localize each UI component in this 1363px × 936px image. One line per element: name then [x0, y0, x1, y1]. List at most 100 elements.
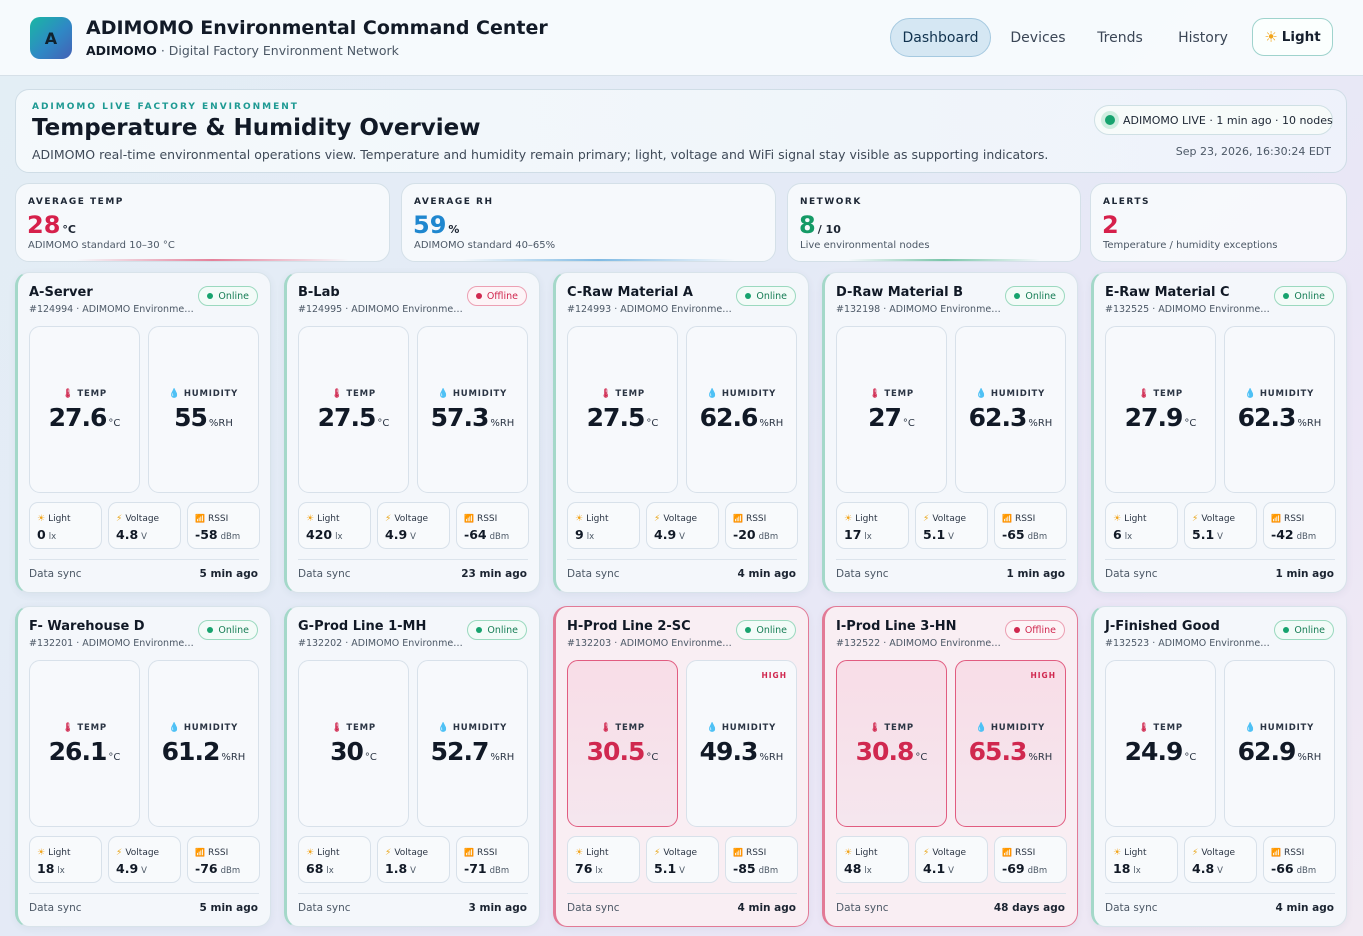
page-description: ADIMOMO real-time environmental operatio… — [32, 147, 1049, 162]
app-subtitle-text: · Digital Factory Environment Network — [156, 43, 399, 58]
device-id: #124993 · ADIMOMO Environmental Node — [567, 304, 732, 315]
bolt-icon: ⚡ — [1192, 848, 1199, 858]
voltage-number: 4.9 — [385, 527, 408, 542]
rssi-label-text: RSSI — [1283, 848, 1305, 858]
humidity-unit: %RH — [759, 418, 784, 429]
light-number: 76 — [575, 861, 593, 876]
device-id: #132201 · ADIMOMO Environmental Node — [29, 638, 194, 649]
divider — [1105, 893, 1335, 894]
brand-name: ADIMOMO — [86, 43, 157, 58]
humidity-value: 49.3 %RH — [687, 737, 796, 766]
nav-trends[interactable]: Trends — [1097, 29, 1143, 46]
light-value: 76 lx — [575, 861, 603, 876]
thermometer-icon: 🌡 — [1138, 723, 1151, 733]
humidity-label-text: HUMIDITY — [990, 389, 1046, 399]
divider — [836, 559, 1066, 560]
rssi-label: 📶 RSSI — [195, 848, 228, 858]
nav-devices[interactable]: Devices — [1010, 29, 1066, 46]
humidity-number: 52.7 — [430, 737, 490, 766]
temperature-value: 27.5 °C — [299, 403, 408, 432]
app-subtitle: ADIMOMO · Digital Factory Environment Ne… — [86, 43, 399, 58]
data-sync-label: Data sync — [567, 568, 620, 580]
voltage-number: 5.1 — [923, 527, 946, 542]
status-dot-icon — [476, 627, 483, 633]
voltage-label-text: Voltage — [932, 514, 967, 524]
light-unit: lx — [1133, 866, 1141, 876]
humidity-number: 65.3 — [968, 737, 1028, 766]
thermometer-icon: 🌡 — [600, 389, 613, 399]
rssi-label-text: RSSI — [476, 848, 498, 858]
humidity-label-text: HUMIDITY — [721, 723, 777, 733]
device-card[interactable]: D-Raw Material B #132198 · ADIMOMO Enviro… — [822, 272, 1078, 593]
device-card[interactable]: A-Server #124994 · ADIMOMO Environmental … — [15, 272, 271, 593]
stat-note: Live environmental nodes — [800, 240, 930, 251]
device-id: #124995 · ADIMOMO Environmental Node — [298, 304, 463, 315]
humidity-unit: %RH — [490, 418, 515, 429]
device-card[interactable]: J-Finished Good #132523 · ADIMOMO Environ… — [1091, 606, 1347, 927]
light-label-text: Light — [855, 848, 878, 858]
light-value: 0 lx — [37, 527, 56, 542]
humidity-label-text: HUMIDITY — [1259, 723, 1315, 733]
temperature-tile: 🌡 TEMP 30 °C — [298, 660, 409, 827]
rssi-number: -20 — [733, 527, 756, 542]
stat-note: ADIMOMO standard 40–65% — [414, 240, 556, 251]
device-id: #124994 · ADIMOMO Environmental Node — [29, 304, 194, 315]
light-value: 18 lx — [37, 861, 65, 876]
voltage-label: ⚡ Voltage — [1192, 514, 1235, 524]
bolt-icon: ⚡ — [923, 848, 930, 858]
nav-dashboard[interactable]: Dashboard — [890, 18, 991, 57]
humidity-number: 62.3 — [968, 403, 1028, 432]
stat-number: 28 — [27, 211, 61, 239]
temperature-unit: °C — [364, 752, 377, 763]
droplet-icon: 💧 — [975, 389, 988, 399]
device-id: #132523 · ADIMOMO Environmental Node — [1105, 638, 1270, 649]
signal-icon: 📶 — [1002, 848, 1012, 857]
stat-number: 8 — [799, 211, 816, 239]
temperature-value: 30.8 °C — [837, 737, 946, 766]
temperature-label-text: TEMP — [77, 723, 107, 733]
stat-accent-line — [848, 259, 1040, 261]
voltage-unit: V — [679, 866, 685, 876]
light-number: 68 — [306, 861, 324, 876]
voltage-unit: V — [141, 866, 147, 876]
device-card[interactable]: F- Warehouse D #132201 · ADIMOMO Environm… — [15, 606, 271, 927]
nav-history[interactable]: History — [1178, 29, 1228, 46]
humidity-value: 65.3 %RH — [956, 737, 1065, 766]
device-card[interactable]: I-Prod Line 3-HN #132522 · ADIMOMO Enviro… — [822, 606, 1078, 927]
theme-toggle-button[interactable]: ☀ Light — [1252, 18, 1333, 56]
temperature-label-text: TEMP — [346, 389, 376, 399]
signal-icon: 📶 — [1271, 514, 1281, 523]
rssi-label-text: RSSI — [1014, 848, 1036, 858]
humidity-tile: 💧 HUMIDITY 57.3 %RH — [417, 326, 528, 493]
light-value: 9 lx — [575, 527, 594, 542]
light-label-text: Light — [855, 514, 878, 524]
humidity-tile: HIGH 💧 HUMIDITY 49.3 %RH — [686, 660, 797, 827]
voltage-label-text: Voltage — [1201, 514, 1236, 524]
voltage-value: 4.1 V — [923, 861, 954, 876]
droplet-icon: 💧 — [1244, 723, 1257, 733]
rssi-unit: dBm — [1296, 866, 1317, 876]
device-name: B-Lab — [298, 285, 340, 300]
status-badge: Online — [1274, 620, 1334, 640]
rssi-label: 📶 RSSI — [1002, 514, 1035, 524]
light-number: 18 — [1113, 861, 1131, 876]
device-card[interactable]: B-Lab #124995 · ADIMOMO Environmental Nod… — [284, 272, 540, 593]
sun-icon: ☀ — [306, 848, 315, 858]
temperature-number: 30.8 — [855, 737, 915, 766]
thermometer-icon: 🌡 — [1138, 389, 1151, 399]
voltage-label: ⚡ Voltage — [923, 848, 966, 858]
temperature-value: 30 °C — [299, 737, 408, 766]
voltage-indicator: ⚡ Voltage 4.9 V — [377, 502, 450, 549]
thermometer-icon: 🌡 — [62, 723, 75, 733]
device-card[interactable]: E-Raw Material C #132525 · ADIMOMO Enviro… — [1091, 272, 1347, 593]
device-card[interactable]: G-Prod Line 1-MH #132202 · ADIMOMO Enviro… — [284, 606, 540, 927]
stat-accent-line — [76, 259, 349, 261]
rssi-value: -64 dBm — [464, 527, 509, 542]
stat-unit: °C — [62, 223, 76, 236]
light-indicator: ☀ Light 0 lx — [29, 502, 102, 549]
light-value: 18 lx — [1113, 861, 1141, 876]
thermometer-icon: 🌡 — [869, 389, 882, 399]
device-card[interactable]: C-Raw Material A #124993 · ADIMOMO Enviro… — [553, 272, 809, 593]
device-card[interactable]: H-Prod Line 2-SC #132203 · ADIMOMO Enviro… — [553, 606, 809, 927]
divider — [836, 893, 1066, 894]
